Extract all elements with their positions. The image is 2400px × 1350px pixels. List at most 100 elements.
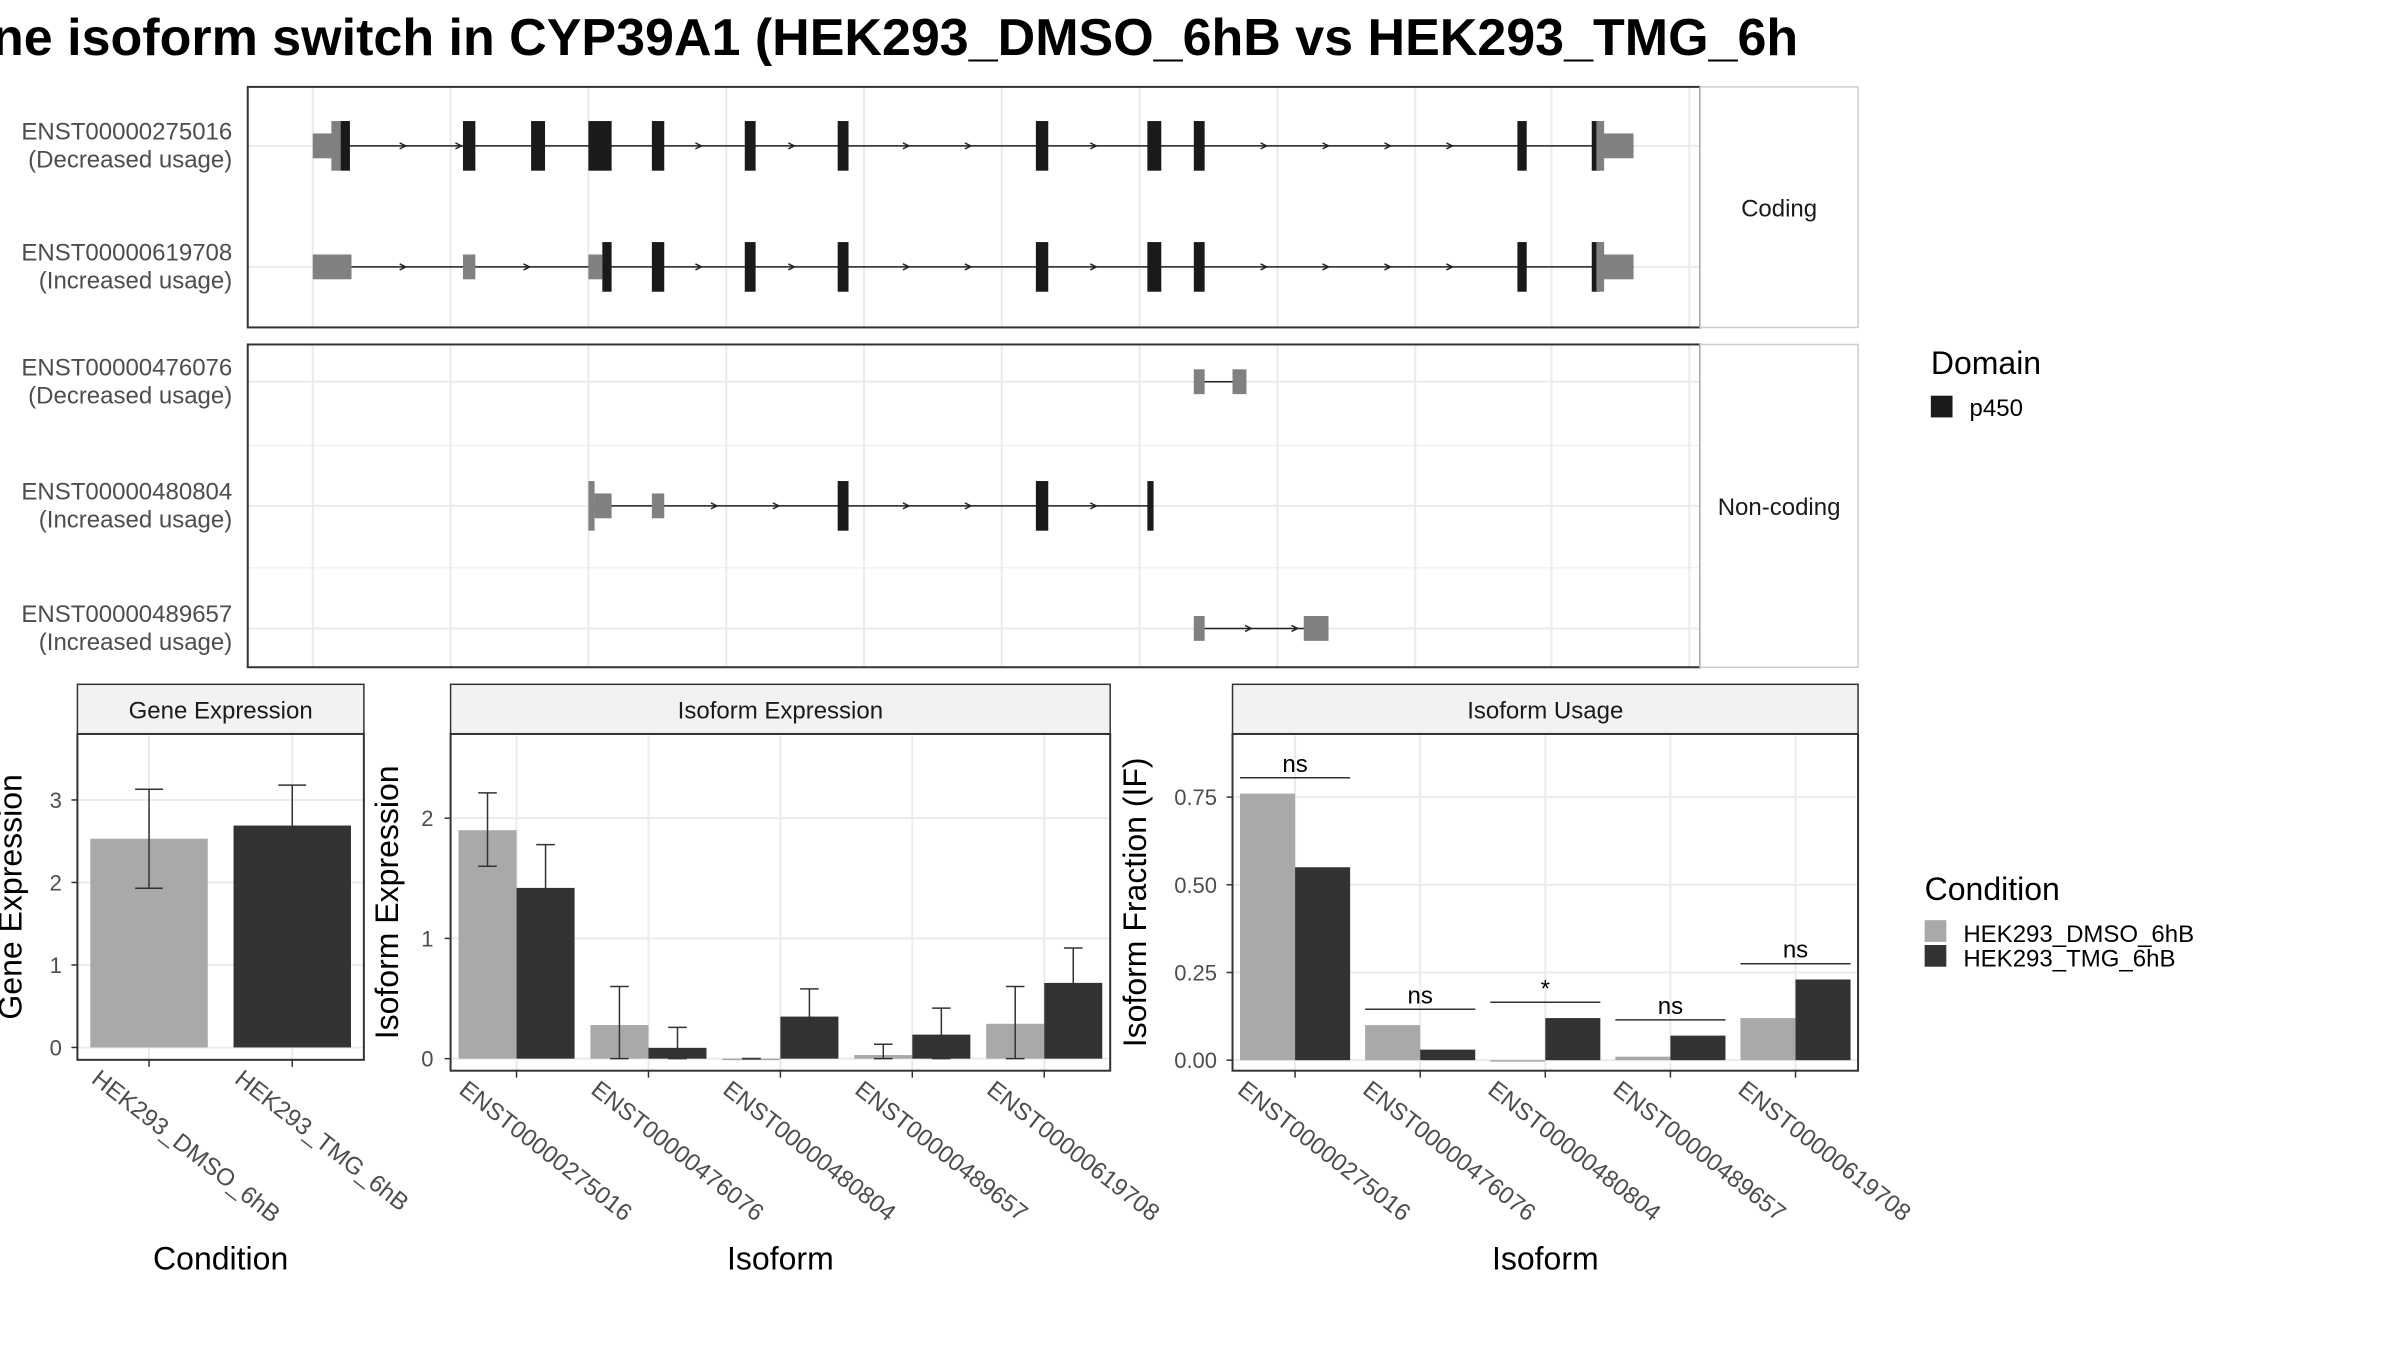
exon-block <box>1147 242 1162 292</box>
exon-block <box>462 121 476 171</box>
bar <box>1420 1049 1476 1061</box>
transcript-usage-label: (Increased usage) <box>39 268 232 295</box>
significance-label: * <box>1541 975 1550 1002</box>
legend-domain-title: Domain <box>1931 345 2041 381</box>
exon-block <box>331 121 341 171</box>
transcript-structure-plot: ENST00000275016(Decreased usage)ENST0000… <box>21 85 1859 669</box>
direction-arrow <box>964 502 973 510</box>
direction-arrow <box>1089 142 1098 150</box>
x-axis-title: Isoform <box>727 1240 834 1276</box>
bar <box>1545 1018 1601 1061</box>
exon-block <box>1193 369 1205 395</box>
chart-title: Isoform Usage <box>1467 697 1623 724</box>
strip-box <box>1699 86 1859 329</box>
transcript-usage-label: (Increased usage) <box>39 507 232 534</box>
exon-block <box>1147 481 1154 531</box>
bar <box>1670 1035 1726 1061</box>
exon-block <box>1601 133 1634 159</box>
direction-arrow <box>399 142 408 150</box>
exon-block <box>1591 121 1600 171</box>
direction-arrow <box>1446 263 1455 271</box>
y-tick-label: 0 <box>421 1047 433 1072</box>
direction-arrow <box>964 142 973 150</box>
direction-arrow <box>455 142 464 150</box>
bar <box>1295 867 1351 1061</box>
exon-block <box>588 254 603 280</box>
y-axis-title: Gene Expression <box>0 774 29 1019</box>
transcript-id-label: ENST00000619708 <box>21 240 232 267</box>
bar <box>1795 979 1851 1061</box>
exon-block <box>602 242 612 292</box>
x-axis-title: Isoform <box>1492 1240 1599 1276</box>
chart-title: Isoform Expression <box>678 697 883 724</box>
exon-block <box>1193 121 1205 171</box>
transcript-usage-label: (Decreased usage) <box>28 382 232 409</box>
exon-block <box>1232 369 1247 395</box>
y-tick-label: 2 <box>421 806 433 831</box>
direction-arrow <box>1089 502 1098 510</box>
exon-block <box>312 254 352 280</box>
exon-block <box>1596 121 1605 171</box>
legend-domain-label: p450 <box>1970 395 2023 422</box>
direction-arrow <box>902 142 911 150</box>
exon-block <box>1035 121 1049 171</box>
exon-block <box>744 121 756 171</box>
exon-block <box>1035 242 1049 292</box>
significance-label: ns <box>1282 751 1307 778</box>
chart-panel-border <box>76 732 365 1061</box>
direction-arrow <box>902 263 911 271</box>
direction-arrow <box>1244 624 1253 633</box>
figure-title: ne isoform switch in CYP39A1 (HEK293_DMS… <box>0 9 1798 67</box>
chart-strip <box>1231 683 1859 735</box>
exon-block <box>1601 254 1634 280</box>
direction-arrow <box>1384 142 1393 150</box>
exon-block <box>1147 121 1162 171</box>
y-axis-title: Isoform Expression <box>369 765 405 1039</box>
exon-block <box>588 481 595 531</box>
exon-block <box>1517 121 1527 171</box>
exon-block <box>1517 242 1527 292</box>
direction-arrow <box>1260 263 1269 271</box>
legend-condition-label: HEK293_TMG_6hB <box>1963 946 2175 973</box>
y-tick-label: 0.00 <box>1174 1048 1217 1073</box>
y-tick-label: 0 <box>50 1035 62 1060</box>
y-tick-label: 1 <box>50 953 62 978</box>
direction-arrow <box>1260 142 1269 150</box>
y-tick-label: 0.25 <box>1174 960 1217 985</box>
legend-condition-title: Condition <box>1925 871 2060 907</box>
direction-arrow <box>964 263 973 271</box>
exon-block <box>651 121 665 171</box>
direction-arrow <box>1089 263 1098 271</box>
direction-arrow <box>399 263 408 271</box>
exon-block <box>651 493 665 519</box>
x-axis-title: Condition <box>153 1240 288 1276</box>
chart-strip <box>76 683 365 735</box>
direction-arrow <box>695 263 704 271</box>
exon-block <box>588 121 612 171</box>
structure-panel-bg <box>247 86 1701 328</box>
legend-domain-swatch <box>1930 395 1953 418</box>
direction-arrow <box>695 142 704 150</box>
y-tick-label: 0.50 <box>1174 873 1217 898</box>
exon-block <box>837 121 849 171</box>
bar <box>1365 1025 1421 1061</box>
strip-box <box>1699 343 1859 668</box>
bar <box>1615 1056 1671 1061</box>
exon-block <box>1193 242 1205 292</box>
exon-block <box>462 254 476 280</box>
transcript-usage-label: (Decreased usage) <box>28 147 232 174</box>
legend-condition-swatch <box>1924 920 1947 942</box>
y-tick-label: 0.75 <box>1174 785 1217 810</box>
significance-label: ns <box>1783 937 1808 964</box>
legend-condition-swatch <box>1924 945 1947 967</box>
direction-arrow <box>523 263 532 271</box>
exon-block <box>744 242 756 292</box>
transcript-id-label: ENST00000480804 <box>21 479 232 506</box>
direction-arrow <box>1291 624 1300 633</box>
transcript-id-label: ENST00000489657 <box>21 601 232 628</box>
exon-block <box>340 121 350 171</box>
exon-block <box>1596 242 1605 292</box>
significance-label: ns <box>1408 982 1433 1009</box>
direction-arrow <box>1446 142 1455 150</box>
